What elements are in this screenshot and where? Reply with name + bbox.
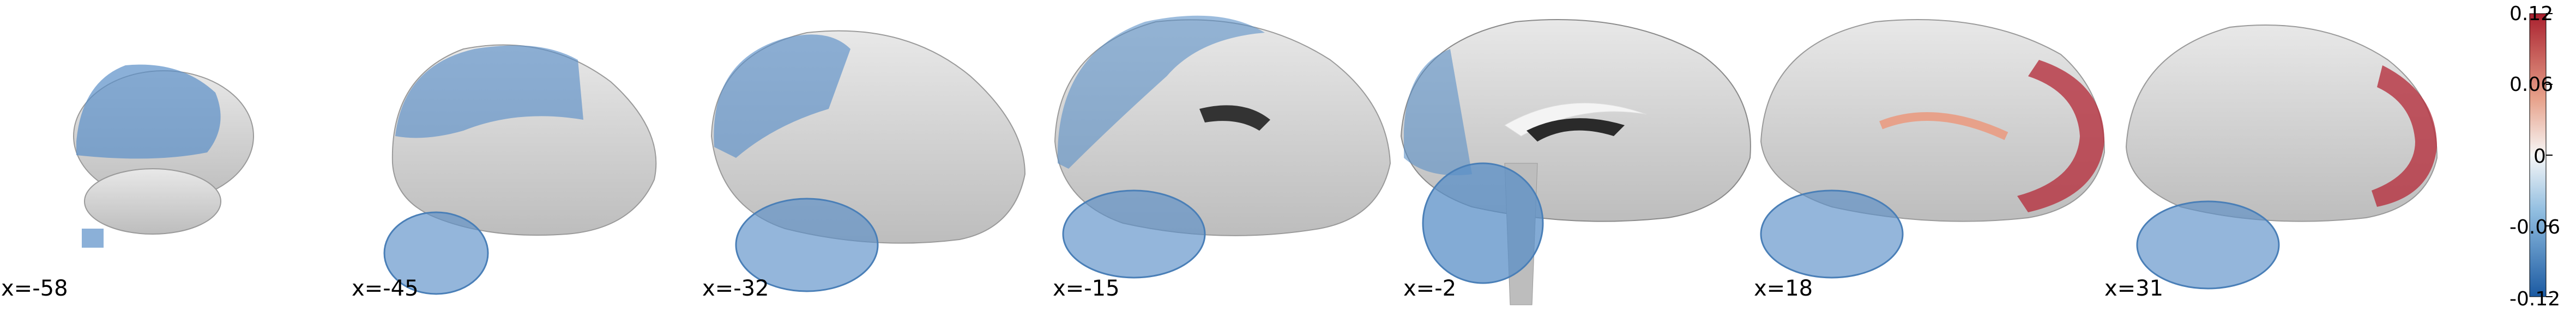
- activation-blue: [1057, 15, 1265, 169]
- ventricle: [1527, 118, 1625, 142]
- brain-slice-x18: [1760, 19, 2106, 279]
- activation-blue: [76, 64, 221, 159]
- slice-label-x18: x=18: [1754, 276, 1813, 301]
- colorbar: [2529, 13, 2547, 297]
- brain-slice-x-2: [1400, 19, 1751, 305]
- brain-slice-x-15: [1054, 15, 1391, 279]
- cerebellum: [735, 198, 879, 292]
- brain-slice-x31: [2125, 24, 2438, 290]
- cerebellum: [2136, 200, 2280, 290]
- slice-label-x-32: x=-32: [702, 276, 769, 301]
- activation-blue: [1404, 49, 1472, 175]
- cerebellum: [1760, 189, 1904, 279]
- slice-label-x-58: x=-58: [1, 276, 68, 301]
- slice-label-x-2: x=-2: [1403, 276, 1457, 301]
- activation-red: [2372, 65, 2437, 207]
- colorbar-tick-label: 0: [2533, 145, 2546, 168]
- colorbar-ticks: [2546, 13, 2553, 297]
- slice-label-x-45: x=-45: [352, 276, 419, 301]
- temporal-lobe: [84, 168, 221, 235]
- ventricle: [1199, 105, 1270, 131]
- cerebellum: [1422, 162, 1544, 284]
- activation-blue: [395, 45, 583, 138]
- brain-slice-x-32: [710, 30, 1026, 292]
- cerebellum: [383, 211, 489, 295]
- colorbar-tick-label: -0.06: [2509, 216, 2561, 238]
- activation-blob: [82, 229, 104, 248]
- activation-red: [2017, 60, 2104, 212]
- activation-blue: [714, 34, 850, 158]
- brain-slice-x-45: [383, 44, 657, 295]
- slice-label-x-15: x=-15: [1053, 276, 1120, 301]
- activation-red-cingulate: [1879, 112, 2008, 140]
- colorbar-tick-label: -0.12: [2509, 288, 2561, 310]
- cerebellum: [1062, 189, 1206, 279]
- brain-slice-x-58: [73, 64, 254, 248]
- slice-label-x31: x=31: [2104, 276, 2164, 301]
- colorbar-tick-label: 0.12: [2509, 3, 2554, 25]
- colorbar-tick-label: 0.06: [2509, 73, 2554, 96]
